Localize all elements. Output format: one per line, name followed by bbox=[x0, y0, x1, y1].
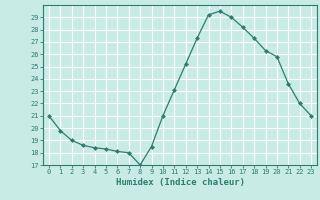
X-axis label: Humidex (Indice chaleur): Humidex (Indice chaleur) bbox=[116, 178, 244, 187]
